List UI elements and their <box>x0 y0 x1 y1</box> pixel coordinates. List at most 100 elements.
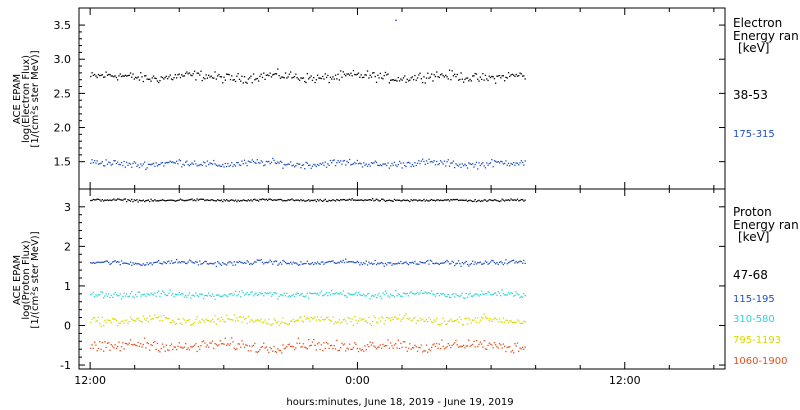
data-point <box>249 77 251 79</box>
data-point <box>429 259 431 261</box>
data-point <box>246 292 248 294</box>
data-point <box>363 350 365 352</box>
data-point <box>106 319 109 321</box>
data-point <box>296 162 298 165</box>
data-point <box>275 163 278 165</box>
data-point <box>147 342 150 345</box>
data-point <box>392 79 394 81</box>
data-point <box>472 319 474 321</box>
data-point <box>183 200 185 202</box>
data-point <box>441 161 443 163</box>
data-point <box>414 344 416 346</box>
data-point <box>176 348 178 351</box>
data-point <box>133 263 135 265</box>
data-point <box>217 319 219 321</box>
data-point <box>188 199 191 201</box>
data-point <box>201 164 203 167</box>
data-point <box>436 71 438 73</box>
data-point <box>206 263 208 265</box>
data-point <box>183 319 185 321</box>
data-point <box>319 77 321 79</box>
data-point <box>140 343 142 345</box>
data-point <box>164 293 166 296</box>
data-point <box>150 80 152 82</box>
data-point <box>281 294 283 296</box>
data-point <box>473 75 475 77</box>
data-point <box>402 199 405 201</box>
data-point <box>375 263 378 266</box>
data-point <box>396 295 398 297</box>
data-point <box>252 295 255 297</box>
data-point <box>277 298 279 300</box>
data-point <box>109 199 111 201</box>
data-point <box>442 199 444 202</box>
data-point <box>350 199 352 201</box>
data-point <box>267 161 269 163</box>
data-point <box>99 163 101 165</box>
data-point <box>331 289 333 292</box>
data-point <box>343 73 346 75</box>
data-point <box>296 342 298 344</box>
x-tick-label: 0:00 <box>345 374 370 387</box>
data-point <box>377 74 379 76</box>
data-point <box>514 343 516 345</box>
data-point <box>128 342 130 344</box>
data-point <box>223 199 225 201</box>
data-point <box>474 346 476 348</box>
data-point <box>441 339 443 341</box>
data-point <box>128 320 130 323</box>
data-point <box>461 163 463 165</box>
data-point <box>104 341 106 343</box>
data-point <box>202 198 205 200</box>
data-point <box>201 198 203 200</box>
data-point <box>465 345 467 347</box>
data-point <box>159 80 161 82</box>
data-point <box>223 263 225 265</box>
data-point <box>466 323 469 325</box>
data-point <box>406 162 408 164</box>
data-point <box>204 342 206 344</box>
data-point <box>334 292 337 295</box>
data-point <box>341 321 343 323</box>
data-point <box>473 200 475 202</box>
data-point <box>227 318 229 320</box>
data-point <box>144 264 146 266</box>
data-point <box>179 160 182 162</box>
data-point <box>441 293 443 295</box>
data-point <box>441 322 443 324</box>
data-point <box>387 295 389 297</box>
data-point <box>159 295 161 297</box>
data-point <box>486 293 488 295</box>
data-point <box>370 344 373 346</box>
data-point <box>355 163 357 165</box>
data-point <box>188 165 191 167</box>
data-point <box>190 74 192 76</box>
data-point <box>324 161 326 163</box>
data-point <box>269 323 271 325</box>
data-point <box>351 318 353 320</box>
data-point <box>475 340 478 342</box>
data-point <box>174 200 176 202</box>
data-point <box>126 343 128 345</box>
data-point <box>519 322 521 325</box>
data-point <box>181 261 183 263</box>
data-point <box>114 292 116 294</box>
data-point <box>179 322 182 324</box>
data-point <box>439 160 442 162</box>
data-point <box>174 162 176 164</box>
data-point <box>141 165 143 167</box>
y-tick-label: 2 <box>64 240 71 253</box>
data-point <box>392 200 394 202</box>
data-point <box>300 261 302 263</box>
data-point <box>238 164 241 166</box>
data-point <box>500 320 502 323</box>
data-point <box>154 292 156 294</box>
data-point <box>470 200 472 202</box>
data-point <box>182 293 184 295</box>
data-point <box>299 317 301 319</box>
data-point <box>334 321 337 323</box>
data-point <box>202 262 205 264</box>
data-point <box>129 339 132 341</box>
data-point <box>366 264 369 266</box>
data-point <box>220 316 223 319</box>
